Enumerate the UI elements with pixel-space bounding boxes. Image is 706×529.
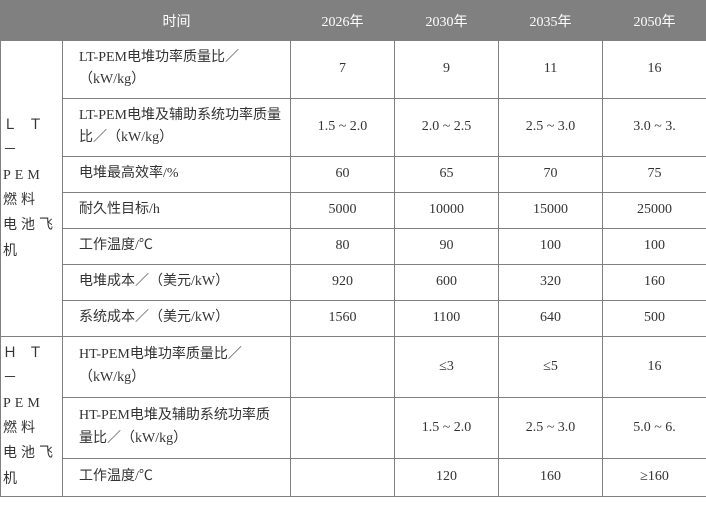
value-cell: 5.0 ~ 6. [603, 397, 706, 458]
value-cell: 80 [291, 228, 395, 264]
param-cell: LT-PEM电堆及辅助系统功率质量比／（kW/kg） [63, 98, 291, 156]
param-cell: 工作温度/℃ [63, 458, 291, 496]
value-cell: 1560 [291, 300, 395, 336]
value-cell [291, 336, 395, 397]
table-row: Ｈ Ｔ －PEM燃料电池飞机HT-PEM电堆功率质量比／（kW/kg）≤3≤51… [1, 336, 706, 397]
header-year-3: 2050年 [603, 1, 706, 41]
value-cell: 16 [603, 336, 706, 397]
value-cell: 640 [499, 300, 603, 336]
value-cell: 920 [291, 264, 395, 300]
table-row: 系统成本／（美元/kW）15601100640500 [1, 300, 706, 336]
value-cell: 10000 [395, 192, 499, 228]
table-row: LT-PEM电堆及辅助系统功率质量比／（kW/kg）1.5 ~ 2.02.0 ~… [1, 98, 706, 156]
param-cell: 电堆最高效率/% [63, 156, 291, 192]
value-cell: 1.5 ~ 2.0 [291, 98, 395, 156]
value-cell: 9 [395, 41, 499, 99]
value-cell: ≤5 [499, 336, 603, 397]
table-row: HT-PEM电堆及辅助系统功率质量比／（kW/kg） 1.5 ~ 2.02.5 ~… [1, 397, 706, 458]
param-cell: 系统成本／（美元/kW） [63, 300, 291, 336]
value-cell: 160 [499, 458, 603, 496]
value-cell: 1.5 ~ 2.0 [395, 397, 499, 458]
value-cell: 100 [499, 228, 603, 264]
table-row: 电堆成本／（美元/kW）920600320160 [1, 264, 706, 300]
value-cell: 25000 [603, 192, 706, 228]
header-row: 时间 2026年 2030年 2035年 2050年 [1, 1, 706, 41]
value-cell: 160 [603, 264, 706, 300]
value-cell: 60 [291, 156, 395, 192]
header-time: 时间 [63, 1, 291, 41]
table-row: 耐久性目标/h5000100001500025000 [1, 192, 706, 228]
value-cell: 11 [499, 41, 603, 99]
param-cell: 耐久性目标/h [63, 192, 291, 228]
value-cell [291, 397, 395, 458]
header-year-2: 2035年 [499, 1, 603, 41]
table-row: Ｌ Ｔ －PEM燃料电池飞机LT-PEM电堆功率质量比／（kW/kg）79111… [1, 41, 706, 99]
table-row: 工作温度/℃8090100100 [1, 228, 706, 264]
header-year-0: 2026年 [291, 1, 395, 41]
header-blank [1, 1, 63, 41]
param-cell: LT-PEM电堆功率质量比／（kW/kg） [63, 41, 291, 99]
value-cell: ≤3 [395, 336, 499, 397]
param-cell: HT-PEM电堆及辅助系统功率质量比／（kW/kg） [63, 397, 291, 458]
value-cell [291, 458, 395, 496]
value-cell: 65 [395, 156, 499, 192]
value-cell: 70 [499, 156, 603, 192]
value-cell: 90 [395, 228, 499, 264]
category-cell: Ｌ Ｔ －PEM燃料电池飞机 [1, 41, 63, 337]
value-cell: 120 [395, 458, 499, 496]
value-cell: 2.5 ~ 3.0 [499, 98, 603, 156]
header-year-1: 2030年 [395, 1, 499, 41]
param-cell: 电堆成本／（美元/kW） [63, 264, 291, 300]
fuel-cell-table: 时间 2026年 2030年 2035年 2050年 Ｌ Ｔ －PEM燃料电池飞… [0, 0, 706, 497]
value-cell: 2.0 ~ 2.5 [395, 98, 499, 156]
param-cell: HT-PEM电堆功率质量比／（kW/kg） [63, 336, 291, 397]
value-cell: 1100 [395, 300, 499, 336]
category-cell: Ｈ Ｔ －PEM燃料电池飞机 [1, 336, 63, 496]
value-cell: 2.5 ~ 3.0 [499, 397, 603, 458]
value-cell: 16 [603, 41, 706, 99]
value-cell: 100 [603, 228, 706, 264]
table-row: 电堆最高效率/%60657075 [1, 156, 706, 192]
value-cell: 500 [603, 300, 706, 336]
param-cell: 工作温度/℃ [63, 228, 291, 264]
value-cell: 3.0 ~ 3. [603, 98, 706, 156]
value-cell: 600 [395, 264, 499, 300]
value-cell: ≥160 [603, 458, 706, 496]
value-cell: 75 [603, 156, 706, 192]
value-cell: 5000 [291, 192, 395, 228]
value-cell: 15000 [499, 192, 603, 228]
value-cell: 320 [499, 264, 603, 300]
value-cell: 7 [291, 41, 395, 99]
table-row: 工作温度/℃ 120160≥160 [1, 458, 706, 496]
